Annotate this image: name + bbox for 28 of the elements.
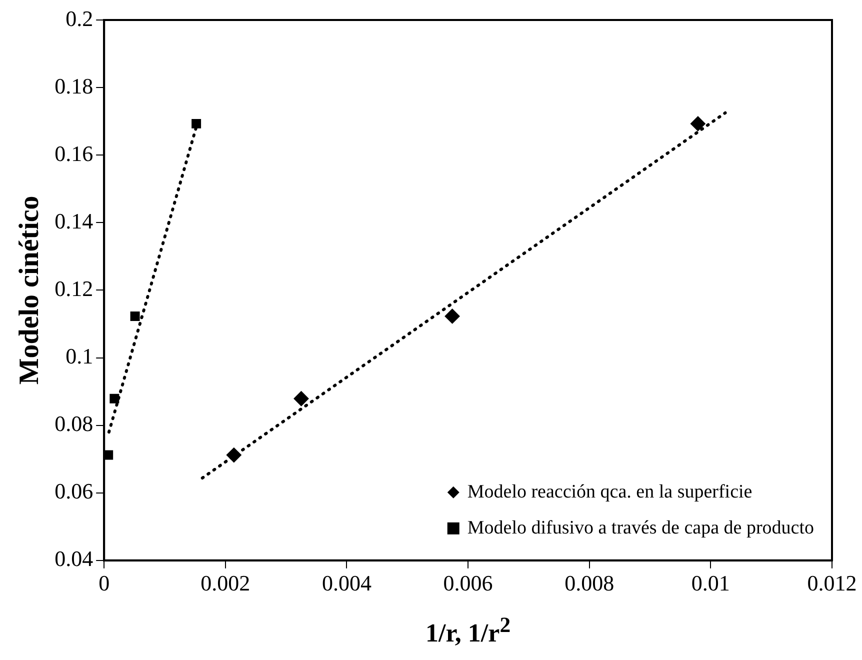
y-tick-label: 0.16 [54,140,94,166]
x-tick-label: 0.002 [200,570,250,596]
legend-label: Modelo difusivo a través de capa de producto [467,517,814,538]
point [130,311,140,321]
x-tick-label: 0.012 [807,570,857,596]
point [192,118,202,128]
y-tick-label: 0.08 [54,411,94,436]
x-tick-label: 0.006 [443,570,493,596]
y-tick-label: 0.2 [66,6,94,31]
y-tick-label: 0.04 [54,546,94,572]
y-tick-label: 0.18 [54,73,94,98]
y-tick-label: 0.14 [54,208,94,234]
point [104,450,114,460]
y-axis-title: Modelo cinético [14,196,46,385]
point [690,116,706,132]
x-tick-label: 0 [98,570,110,596]
y-tick-label: 0.1 [66,344,94,369]
legend-label: Modelo reacción qca. en la superficie [467,481,752,502]
x-tick-label: 0.01 [691,570,730,596]
y-tick-label: 0.06 [54,478,94,504]
point [110,394,120,404]
y-tick-label: 0.12 [54,276,94,301]
x-axis-title: 1/r, 1/r$^{2}$ [426,612,511,649]
point [294,391,309,406]
x-tick-label: 0.004 [322,570,372,596]
point [444,308,460,324]
x-tick-label: 0.008 [564,570,614,596]
point [226,448,242,463]
